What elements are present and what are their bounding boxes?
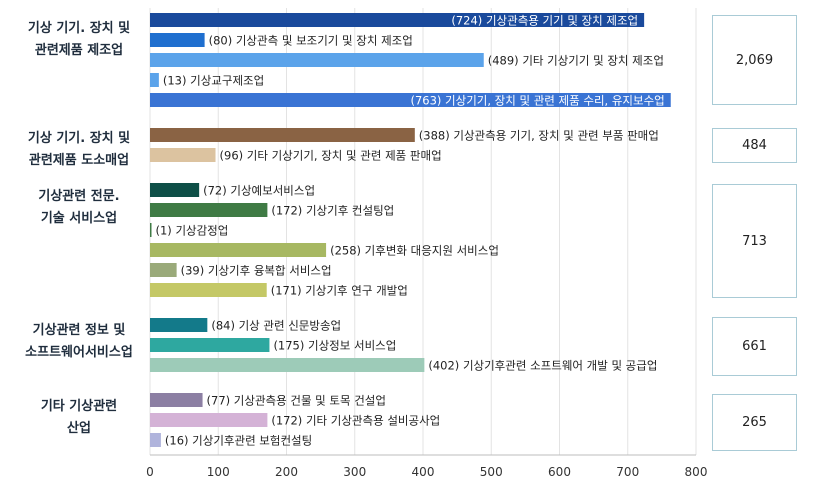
group-total-box: 265 (712, 394, 797, 451)
bar-label: (84) 기상 관련 신문방송업 (211, 319, 341, 333)
group-total-box: 661 (712, 317, 797, 376)
bar (150, 263, 177, 277)
bar-label: (77) 기상관측용 건물 및 토목 건설업 (207, 394, 386, 408)
bar-label: (39) 기상기후 융복합 서비스업 (181, 264, 332, 278)
x-tick-label: 500 (480, 465, 503, 479)
bar (150, 393, 203, 407)
x-tick-label: 100 (207, 465, 230, 479)
bar-label: (489) 기타 기상기기 및 장치 제조업 (488, 54, 664, 68)
bar-label: (175) 기상정보 서비스업 (273, 339, 396, 353)
group-label-line: 관련제품 제조업 (34, 43, 124, 58)
bar-label: (724) 기상관측용 기기 및 장치 제조업 (451, 14, 638, 28)
gridlines (149, 8, 697, 455)
bar (150, 338, 270, 352)
bar-label: (171) 기상기후 연구 개발업 (271, 284, 408, 298)
x-tick-label: 300 (343, 465, 366, 479)
bar (150, 53, 484, 67)
bar (150, 73, 159, 87)
x-tick-label: 200 (275, 465, 298, 479)
bar (150, 433, 161, 447)
bar-label: (172) 기상기후 컨설팅업 (271, 204, 394, 218)
x-tick-label: 400 (412, 465, 435, 479)
x-tick-label: 800 (685, 465, 708, 479)
group-label-line: 기타 기상관련 (40, 399, 118, 414)
bar-label: (72) 기상예보서비스업 (203, 184, 315, 198)
bar (150, 413, 268, 427)
bar-label: (16) 기상기후관련 보험컨설팅 (165, 434, 312, 448)
group-label-line: 기상관련 정보 및 (32, 323, 126, 338)
bar (150, 243, 327, 257)
group-total-box: 484 (712, 128, 797, 163)
x-tick-label: 700 (616, 465, 639, 479)
group-label-line: 기술 서비스업 (40, 211, 118, 226)
bar (150, 93, 671, 107)
bar (150, 203, 268, 217)
bar-label: (1) 기상감정업 (156, 224, 229, 238)
bar (150, 283, 267, 297)
bar (150, 13, 645, 27)
group-label-line: 기상 기기. 장치 및 (27, 21, 131, 36)
bar-label: (402) 기상기후관련 소프트웨어 개발 및 공급업 (428, 359, 657, 373)
group-label: 기상관련 전문. 기술 서비스업 (14, 186, 144, 230)
group-label-line: 관련제품 도소매업 (28, 153, 130, 168)
bar (150, 358, 425, 372)
bar-label: (80) 기상관측 및 보조기기 및 장치 제조업 (209, 34, 413, 48)
group-label-line: 소프트웨어서비스업 (25, 345, 133, 360)
group-label-line: 기상 기기. 장치 및 (27, 131, 131, 146)
bar (150, 223, 152, 237)
group-label-line: 기상관련 전문. (38, 189, 120, 204)
x-tick-label: 600 (548, 465, 571, 479)
bar (150, 318, 208, 332)
bar (150, 33, 205, 47)
group-total-box: 2,069 (712, 15, 797, 105)
bar-label: (258) 기후변화 대응지원 서비스업 (330, 244, 499, 258)
bar-label: (172) 기타 기상관측용 설비공사업 (271, 414, 440, 428)
group-label-line: 산업 (67, 421, 91, 436)
x-tick-label: 0 (146, 465, 154, 479)
bar-label: (763) 기상기기, 장치 및 관련 제품 수리, 유지보수업 (410, 94, 664, 108)
bar-label: (13) 기상교구제조업 (163, 74, 264, 88)
bar-label: (96) 기타 기상기기, 장치 및 관련 제품 판매업 (220, 149, 442, 163)
bar-label: (388) 기상관측용 기기, 장치 및 관련 부품 판매업 (419, 129, 659, 143)
bar (150, 148, 216, 162)
group-total-box: 713 (712, 184, 797, 298)
bar (150, 128, 415, 142)
bar (150, 183, 200, 197)
